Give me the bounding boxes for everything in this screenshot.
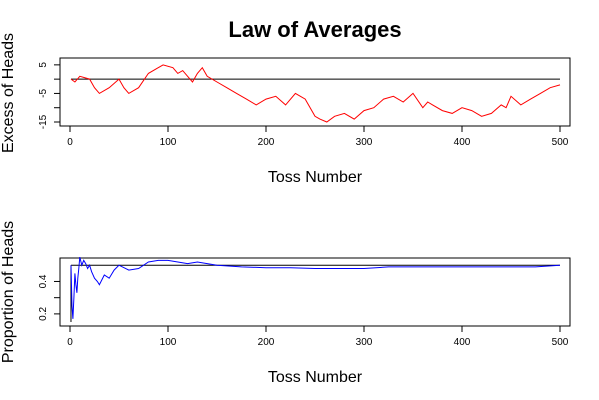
panel-0-ylabel: Excess of Heads bbox=[0, 33, 17, 153]
panel-1-xtick-label: 400 bbox=[454, 337, 471, 348]
panel-0-plot-frame bbox=[59, 57, 571, 127]
panel-1-ytick-label: 0.4 bbox=[38, 274, 49, 288]
panel-0-ytick-label: -5 bbox=[38, 89, 49, 98]
panel-1-xtick-label: 200 bbox=[258, 337, 275, 348]
panel-1-series-line bbox=[70, 256, 561, 319]
proportion-of-heads-panel: Toss Number Proportion of Heads 0 100 200 3… bbox=[0, 221, 571, 386]
panel-1-plot-frame bbox=[59, 257, 571, 327]
panel-1-xtick-label: 500 bbox=[552, 337, 569, 348]
panel-0-xtick-label: 100 bbox=[160, 137, 177, 148]
panel-1-ytick-label: 0.2 bbox=[38, 307, 49, 321]
figure-title: Law of Averages bbox=[228, 17, 401, 42]
panel-0-ytick-label: -15 bbox=[38, 114, 49, 129]
panel-0-xlabel: Toss Number bbox=[268, 169, 363, 186]
panel-0-xtick-label: 0 bbox=[67, 137, 73, 148]
panel-0-ytick-label: 5 bbox=[38, 62, 49, 68]
panel-0-xtick-label: 300 bbox=[356, 137, 373, 148]
panel-0-series-line bbox=[70, 64, 561, 123]
excess-of-heads-panel: Toss Number Excess of Heads 0 100 200 300 40… bbox=[0, 33, 571, 186]
panel-1-ylabel: Proportion of Heads bbox=[0, 221, 17, 363]
panel-1-xtick-label: 300 bbox=[356, 337, 373, 348]
panel-1-xlabel: Toss Number bbox=[268, 369, 363, 386]
panel-1-xtick-label: 100 bbox=[160, 337, 177, 348]
panel-1-xtick-label: 0 bbox=[67, 337, 73, 348]
panel-0-xtick-label: 200 bbox=[258, 137, 275, 148]
panel-0-xtick-label: 400 bbox=[454, 137, 471, 148]
panel-0-xtick-label: 500 bbox=[552, 137, 569, 148]
